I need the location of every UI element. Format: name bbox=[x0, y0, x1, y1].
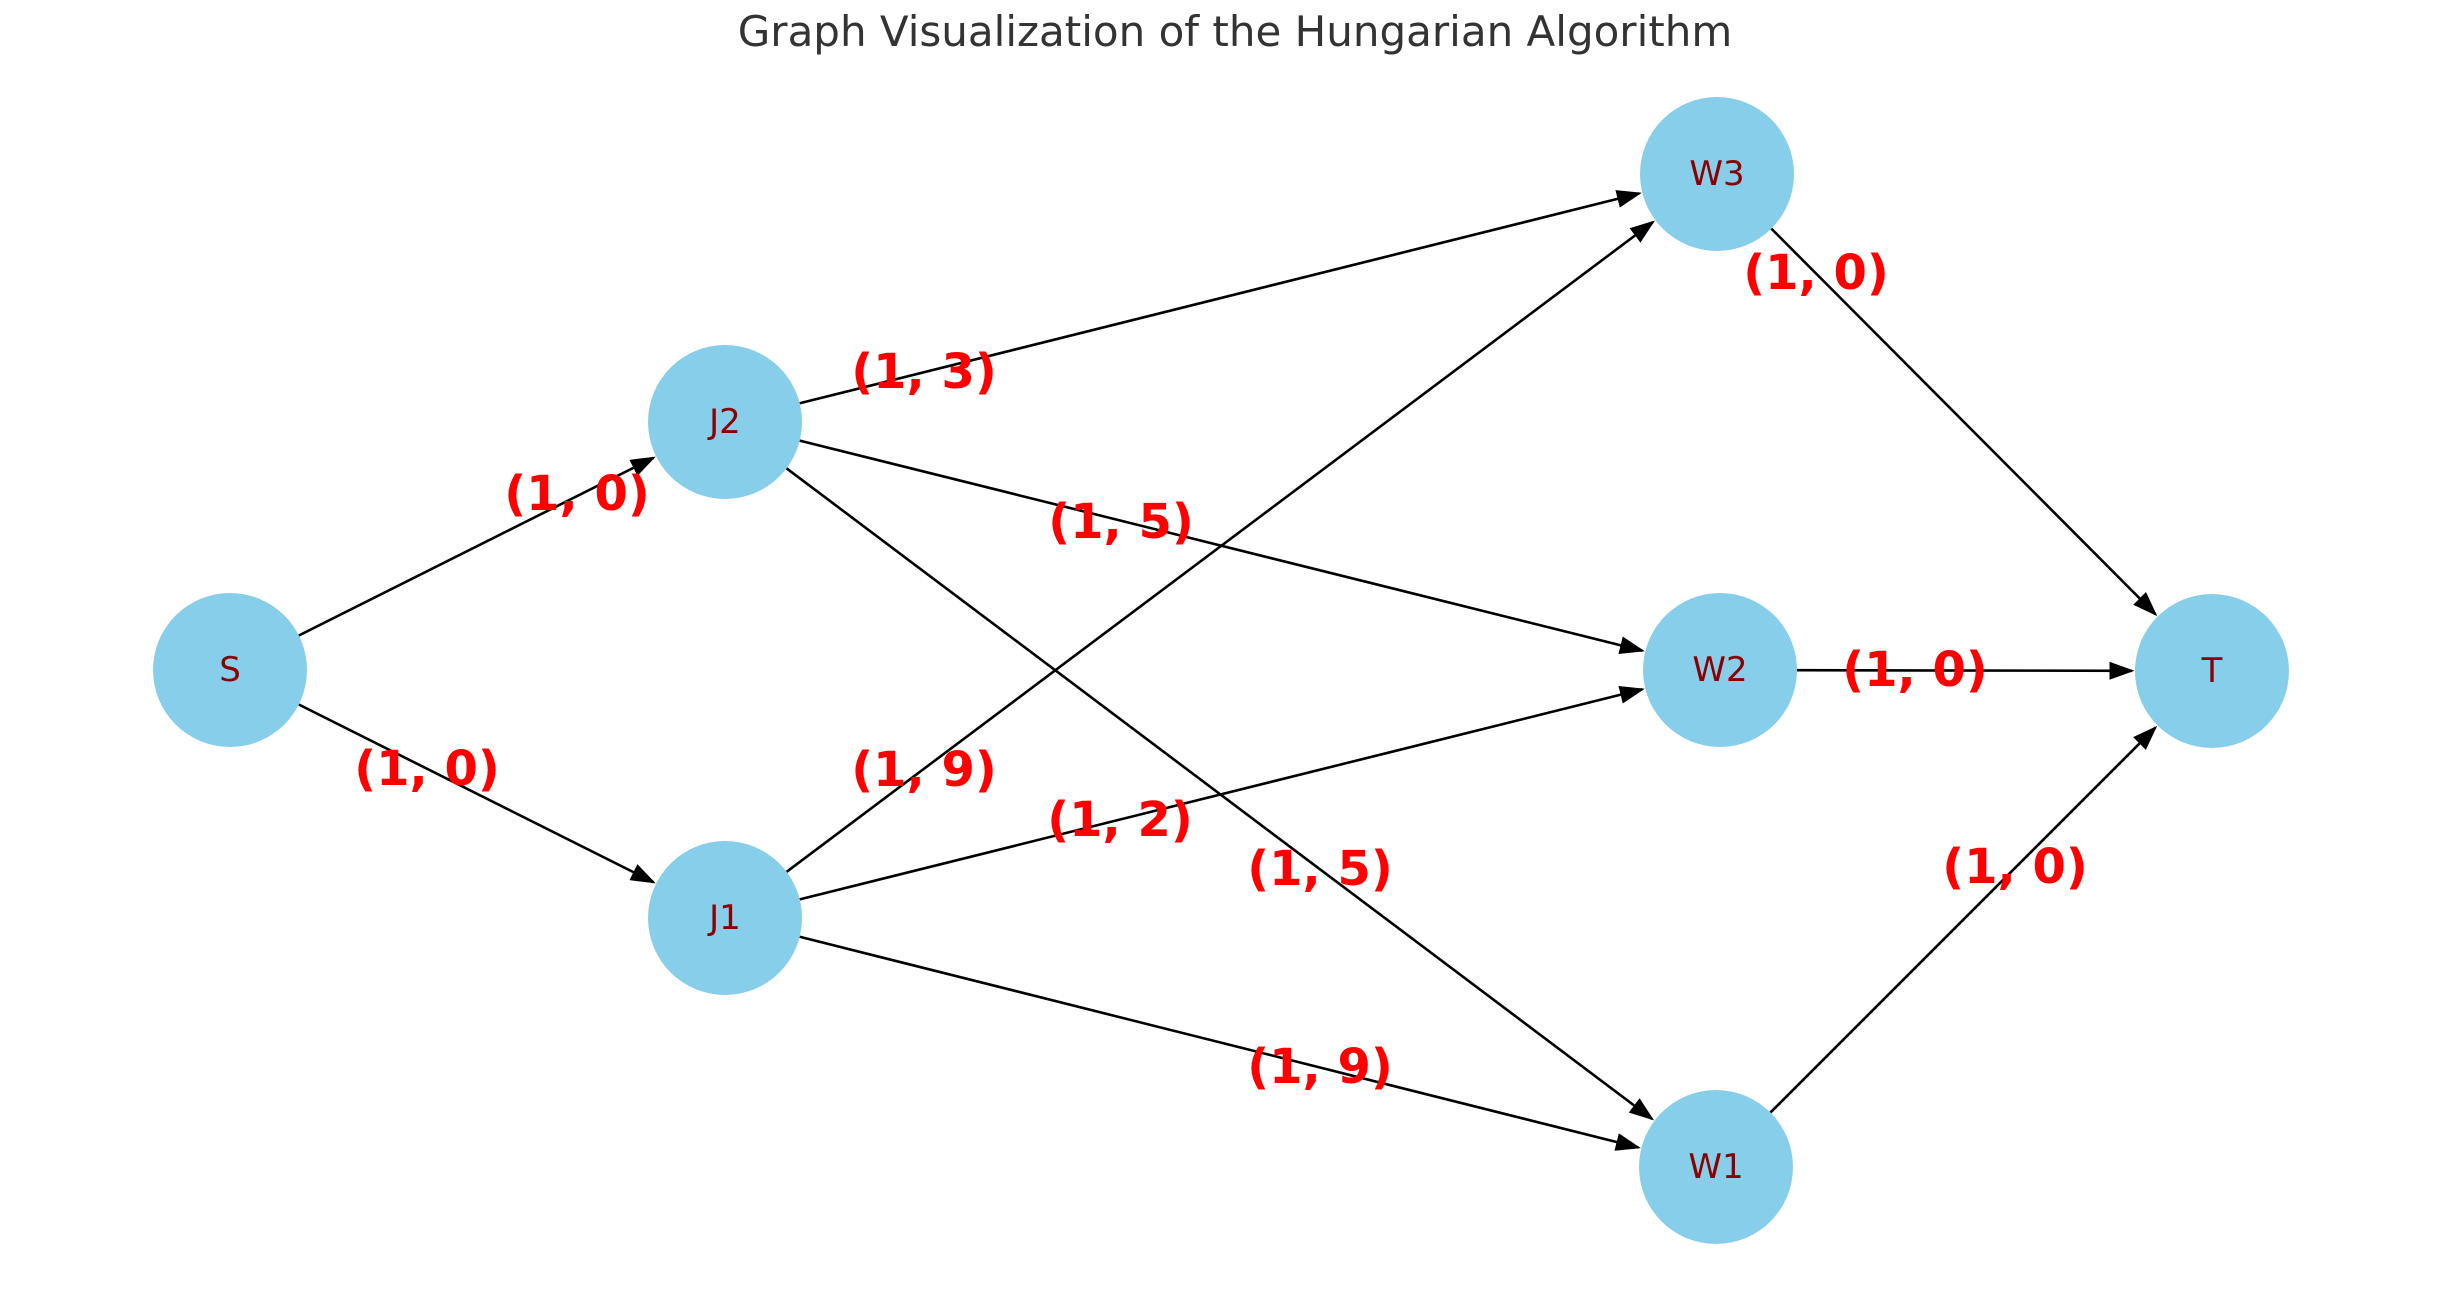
edge-W2-T bbox=[1796, 661, 2135, 680]
edge-S-J2 bbox=[298, 456, 656, 637]
edge-label-J1-W1: (1, 9) bbox=[1247, 1039, 1393, 1095]
node-label-T: T bbox=[2201, 651, 2223, 691]
edge-label-J2-W3: (1, 3) bbox=[851, 344, 997, 400]
node-W2 bbox=[1643, 593, 1797, 747]
edge-J1-W2 bbox=[799, 686, 1645, 901]
node-J2 bbox=[648, 345, 802, 499]
node-label-W3: W3 bbox=[1689, 154, 1744, 194]
edge-J1-W1 bbox=[799, 935, 1641, 1151]
node-label-J2: J2 bbox=[707, 402, 741, 442]
node-W3 bbox=[1640, 97, 1794, 251]
edge-label-J2-W1: (1, 5) bbox=[1247, 841, 1393, 897]
edge-W3-T bbox=[1770, 227, 2158, 617]
edge-S-J1 bbox=[298, 703, 656, 884]
figure-title: Graph Visualization of the Hungarian Alg… bbox=[737, 7, 1733, 56]
edge-label-W2-T: (1, 0) bbox=[1842, 642, 1988, 698]
node-label-S: S bbox=[219, 650, 241, 690]
node-label-W2: W2 bbox=[1692, 650, 1747, 690]
node-T bbox=[2135, 594, 2289, 748]
edge-label-J1-W3: (1, 9) bbox=[851, 742, 997, 798]
edge-label-W3-T: (1, 0) bbox=[1743, 245, 1889, 301]
node-J1 bbox=[648, 841, 802, 995]
edge-W1-T bbox=[1769, 725, 2158, 1114]
edge-label-S-J2: (1, 0) bbox=[504, 466, 650, 522]
edge-label-W1-T: (1, 0) bbox=[1942, 839, 2088, 895]
edge-label-J1-W2: (1, 2) bbox=[1047, 792, 1193, 848]
edge-label-S-J1: (1, 0) bbox=[354, 741, 500, 797]
node-label-W1: W1 bbox=[1688, 1147, 1743, 1187]
edge-J1-W3 bbox=[785, 220, 1656, 873]
node-S bbox=[153, 593, 307, 747]
edge-label-J2-W2: (1, 5) bbox=[1048, 494, 1194, 550]
edge-J2-W3 bbox=[799, 190, 1642, 405]
node-W1 bbox=[1639, 1090, 1793, 1244]
node-label-J1: J1 bbox=[707, 898, 741, 938]
